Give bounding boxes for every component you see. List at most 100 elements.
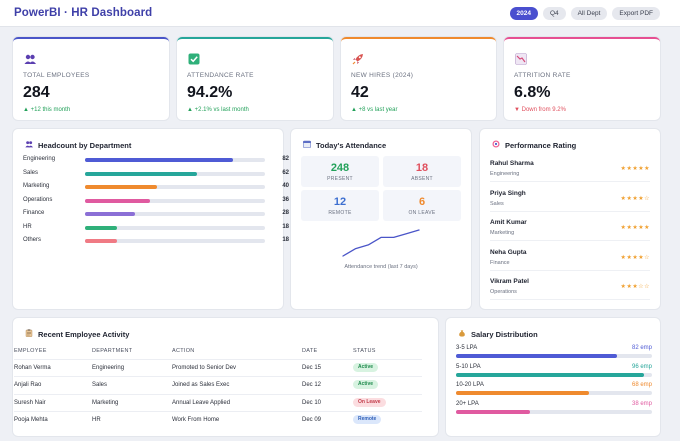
headcount-card: Headcount by Department Engineering 82 Sal… — [13, 129, 289, 309]
star-filled-icon: ★ — [620, 225, 627, 231]
headcount-value: 62 — [282, 169, 289, 176]
star-empty-icon: ☆ — [644, 284, 650, 290]
check-box-icon — [188, 53, 200, 65]
chart-down-icon — [515, 53, 527, 65]
column-header-date: DATE — [302, 348, 318, 354]
headcount-row: HR 18 — [23, 224, 289, 232]
star-filled-icon: ★ — [638, 254, 645, 261]
headcount-bar — [85, 212, 136, 216]
cell-employee: Pooja Mehta — [14, 416, 48, 423]
attendance-present: 248 PRESENT — [301, 156, 379, 187]
cell-department: HR — [92, 416, 101, 423]
cell-employee: Anjali Rao — [14, 382, 42, 389]
kpi-delta: ▲ +12 this month — [23, 107, 71, 113]
performance-row: Vikram Patel Operations ★★★☆☆ — [490, 278, 650, 300]
employee-department: Engineering — [490, 171, 520, 177]
attendance-on-leave: 6 ON LEAVE — [383, 190, 461, 221]
attendance-title: Today's Attendance — [316, 140, 387, 150]
activity-title: Recent Employee Activity — [38, 329, 130, 339]
star-filled-icon: ★ — [626, 284, 633, 290]
table-row[interactable]: Rohan Verma Engineering Promoted to Senior… — [14, 359, 422, 376]
headcount-track — [85, 158, 265, 162]
attendance-value: 6 — [418, 196, 426, 208]
export-pdf-button[interactable]: Export PDF — [612, 7, 660, 20]
star-empty-icon: ☆ — [644, 195, 650, 202]
salary-band-row: 10-20 LPA 68 emp — [456, 382, 652, 402]
star-filled-icon: ★ — [632, 225, 639, 231]
salary-band-row: 20+ LPA 38 emp — [456, 401, 652, 421]
cell-date: Dec 09 — [302, 416, 322, 423]
calendar-icon — [303, 140, 312, 150]
performance-row: Amit Kumar Marketing ★★★★★ — [490, 219, 650, 241]
department-label: HR — [23, 223, 32, 230]
performance-row: Neha Gupta Finance ★★★★☆ — [490, 249, 650, 271]
filter-year-2024[interactable]: 2024 — [509, 7, 538, 20]
status-badge: Remote — [353, 414, 382, 424]
salary-band-row: 3-5 LPA 82 emp — [456, 345, 652, 365]
star-empty-icon: ☆ — [644, 254, 650, 261]
star-filled-icon: ★ — [620, 195, 627, 202]
star-filled-icon: ★ — [620, 284, 627, 290]
column-header-department: DEPARTMENT — [92, 348, 133, 354]
salary-band-track — [456, 354, 652, 358]
table-row[interactable]: Anjali Rao Sales Joined as Sales Exec Dec 1… — [14, 376, 422, 393]
department-label: Finance — [23, 210, 45, 216]
clipboard-icon — [25, 329, 34, 339]
employee-name: Rahul Sharma — [490, 160, 534, 167]
performance-card: Performance Rating Rahul Sharma Engineeri… — [480, 129, 660, 309]
headcount-track — [85, 212, 265, 216]
employee-department: Marketing — [490, 230, 515, 236]
table-row[interactable]: Suresh Nair Marketing Annual Leave Applied… — [14, 393, 422, 411]
employee-name: Vikram Patel — [490, 278, 529, 285]
star-rating: ★★★★★ — [621, 165, 650, 172]
cell-employee: Rohan Verma — [14, 365, 51, 371]
star-filled-icon: ★ — [644, 225, 650, 231]
salary-band-track — [456, 391, 652, 395]
headcount-title: Headcount by Department — [38, 140, 132, 150]
employee-name: Neha Gupta — [490, 248, 527, 256]
table-row[interactable]: Pooja Mehta HR Work From Home Dec 09 Remote — [14, 410, 422, 428]
top-bar: PowerBI · HR Dashboard 2024 Q4 All Dept … — [0, 0, 680, 27]
star-filled-icon: ★ — [626, 254, 633, 261]
star-filled-icon: ★ — [626, 225, 633, 231]
headcount-track — [85, 171, 265, 176]
trend-up-icon: ▲ — [187, 107, 193, 113]
kpi-value: 284 — [23, 84, 50, 101]
salary-band-track — [456, 372, 652, 377]
headcount-track — [85, 198, 265, 203]
salary-band-count: 68 emp — [631, 382, 652, 388]
kpi-value: 94.2% — [187, 84, 233, 101]
headcount-track — [85, 225, 265, 230]
department-label: Operations — [23, 196, 53, 203]
headcount-value: 36 — [282, 196, 289, 203]
star-filled-icon: ★ — [632, 195, 639, 202]
cell-department: Sales — [92, 382, 108, 389]
headcount-bar — [85, 171, 197, 176]
salary-band-count: 38 emp — [631, 400, 652, 407]
employee-name: Priya Singh — [490, 189, 526, 197]
attendance-value: 12 — [333, 196, 347, 208]
attendance-label: PRESENT — [327, 176, 353, 182]
people-icon — [24, 53, 36, 65]
filter-quarter-q4[interactable]: Q4 — [542, 7, 566, 20]
attendance-value: 18 — [415, 162, 429, 174]
attendance-label: ABSENT — [411, 176, 433, 182]
headcount-bar — [85, 225, 118, 230]
cell-employee: Suresh Nair — [14, 399, 46, 406]
cell-action: Joined as Sales Exec — [172, 382, 230, 389]
trend-up-icon: ▲ — [23, 107, 29, 113]
trend-down-icon: ▼ — [514, 107, 520, 113]
column-header-status: STATUS — [353, 348, 376, 354]
kpi-label: ATTENDANCE RATE — [187, 72, 254, 79]
status-badge: On Leave — [353, 397, 386, 407]
star-filled-icon: ★ — [638, 225, 645, 231]
rocket-icon — [352, 53, 364, 65]
star-filled-icon: ★ — [638, 195, 645, 202]
salary-band-bar — [456, 409, 531, 414]
performance-row: Rahul Sharma Engineering ★★★★★ — [490, 160, 650, 182]
employee-name: Amit Kumar — [490, 219, 527, 226]
dashboard-title: PowerBI · HR Dashboard — [14, 7, 153, 19]
filter-department[interactable]: All Dept — [570, 7, 608, 20]
salary-band-label: 3-5 LPA — [456, 345, 478, 351]
department-label: Marketing — [23, 183, 50, 189]
